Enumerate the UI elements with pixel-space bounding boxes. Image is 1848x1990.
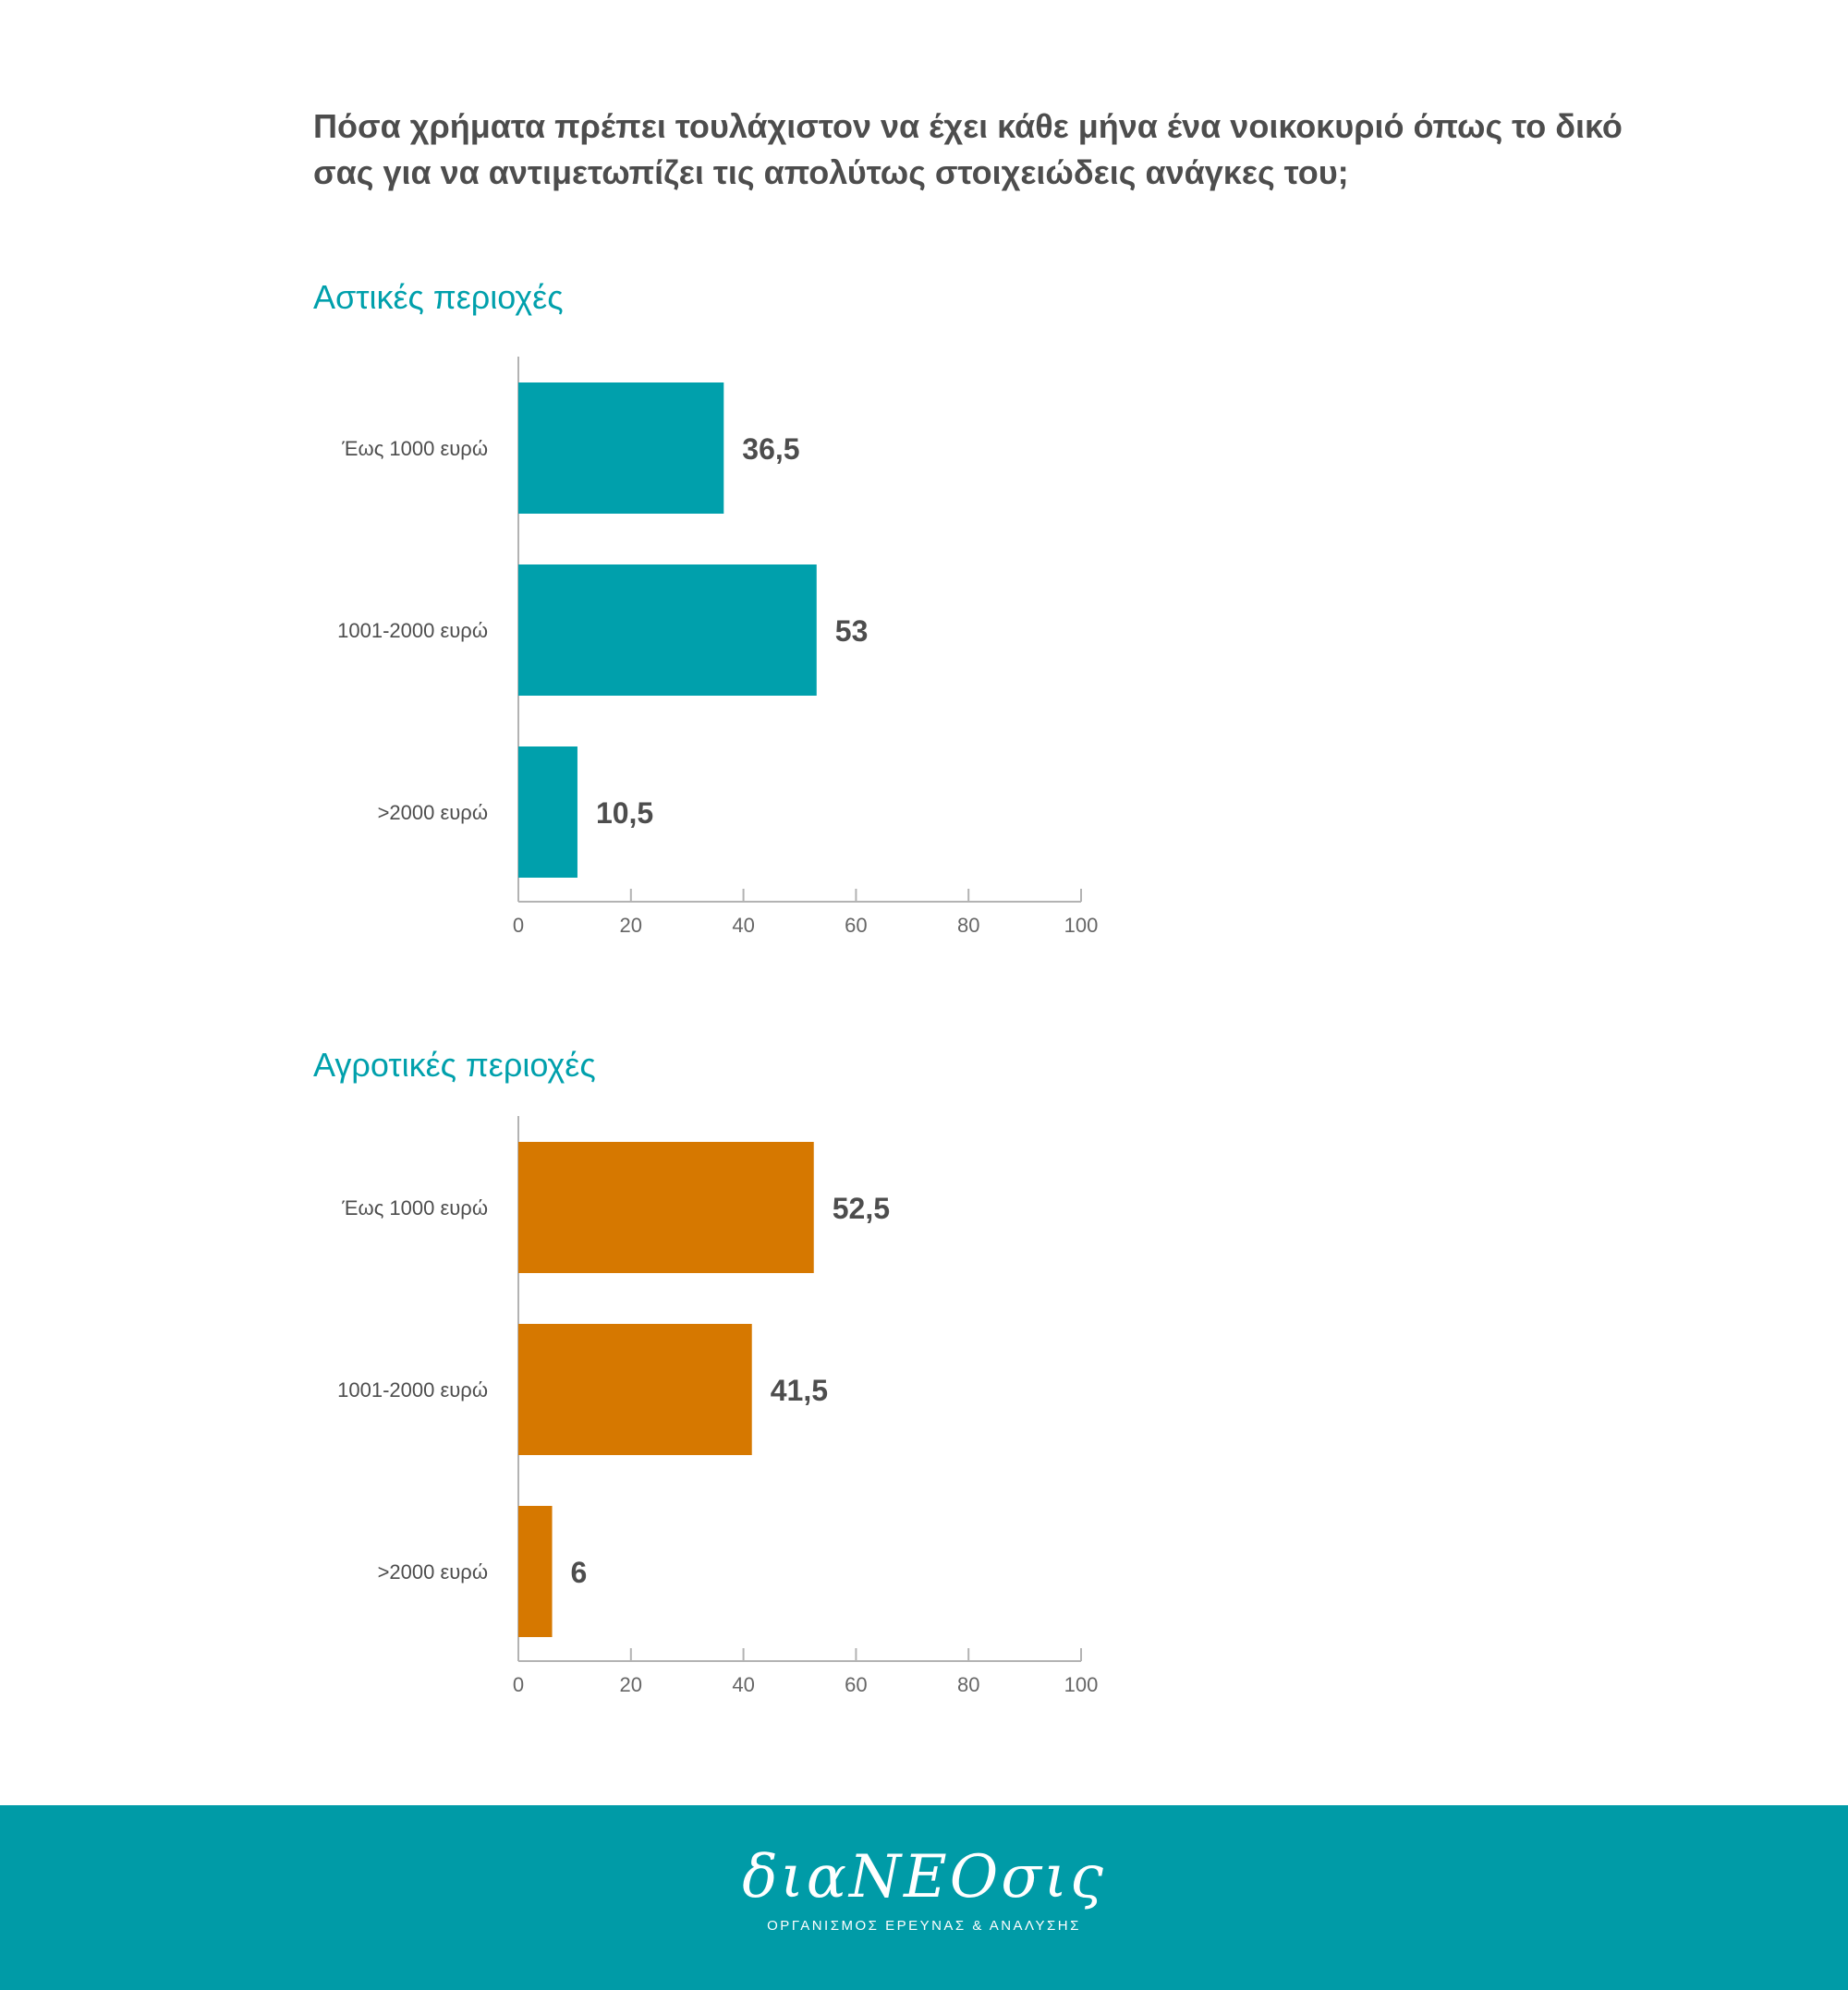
page-title: Πόσα χρήματα πρέπει τουλάχιστον να έχει … (313, 107, 1623, 191)
rural-bar-chart: 0 20 40 60 80 100 Έως 1000 ευρώ 52,5 1001-2000 ε… (337, 1116, 1099, 1696)
category-label: Έως 1000 ευρώ (341, 437, 488, 460)
data-label: 52,5 (833, 1192, 890, 1225)
bar (518, 382, 724, 514)
bar (518, 1142, 814, 1273)
category-label: Έως 1000 ευρώ (341, 1196, 488, 1219)
category-label: >2000 ευρώ (378, 801, 488, 824)
x-tick-label: 100 (1064, 914, 1099, 937)
urban-chart-title: Αστικές περιοχές (313, 278, 564, 316)
data-label: 10,5 (596, 796, 653, 830)
dianeosis-logo: διαΝΕΟσις ΟΡΓΑΝΙΣΜΟΣ ΕΡΕΥΝΑΣ & ΑΝΑΛΥΣΗΣ (0, 1842, 1848, 1934)
x-tick-label: 80 (957, 1673, 979, 1696)
data-label: 53 (835, 614, 869, 648)
x-tick-label: 0 (513, 914, 524, 937)
logo-subtitle: ΟΡΓΑΝΙΣΜΟΣ ΕΡΕΥΝΑΣ & ΑΝΑΛΥΣΗΣ (767, 1918, 1081, 1934)
bar (518, 746, 578, 878)
x-tick-label: 40 (732, 1673, 754, 1696)
x-tick-label: 100 (1064, 1673, 1099, 1696)
x-tick-label: 20 (620, 1673, 642, 1696)
footer: διαΝΕΟσις ΟΡΓΑΝΙΣΜΟΣ ΕΡΕΥΝΑΣ & ΑΝΑΛΥΣΗΣ (0, 1805, 1848, 1990)
bar (518, 1324, 752, 1455)
bar (518, 1506, 553, 1637)
rural-chart-title: Αγροτικές περιοχές (313, 1046, 596, 1084)
logo-wordmark: διαΝΕΟσις (742, 1843, 1106, 1911)
category-label: 1001-2000 ευρώ (337, 619, 488, 642)
data-label: 36,5 (742, 432, 799, 466)
x-tick-label: 80 (957, 914, 979, 937)
category-label: >2000 ευρώ (378, 1560, 488, 1584)
category-label: 1001-2000 ευρώ (337, 1378, 488, 1401)
x-tick-label: 0 (513, 1673, 524, 1696)
x-tick-label: 40 (732, 914, 754, 937)
data-label: 41,5 (771, 1374, 828, 1407)
urban-bar-chart: 0 20 40 60 80 100 Έως 1000 ευρώ 36,5 1001-2000 ε… (337, 357, 1099, 937)
x-tick-label: 20 (620, 914, 642, 937)
x-tick-label: 60 (845, 1673, 867, 1696)
x-tick-label: 60 (845, 914, 867, 937)
bar (518, 564, 817, 696)
data-label: 6 (571, 1556, 588, 1589)
